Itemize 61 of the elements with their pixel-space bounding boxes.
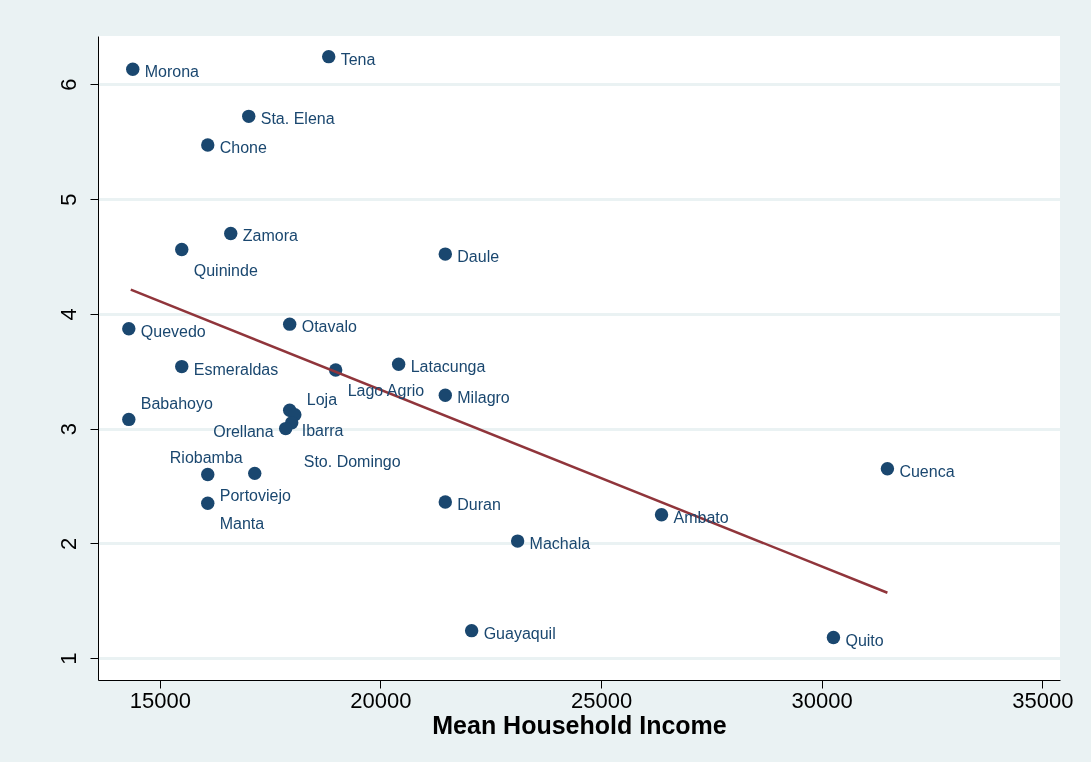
- annotation: Machala: [529, 535, 591, 553]
- point: [464, 623, 479, 638]
- annotation: Ibarra: [301, 422, 344, 440]
- point: [122, 412, 136, 427]
- x-tick-label: 20000: [350, 687, 412, 713]
- annotation: Orellana: [213, 422, 274, 440]
- annotation: Daule: [457, 248, 500, 266]
- point: [322, 49, 336, 64]
- annotation: Babahoyo: [140, 395, 213, 413]
- annotation: Quevedo: [140, 322, 206, 340]
- point: [242, 109, 256, 124]
- x-tick-label: 35000: [1012, 687, 1074, 713]
- y-tick-label: 1: [55, 652, 81, 665]
- annotation: Sta. Elena: [260, 110, 335, 128]
- point: [438, 247, 452, 261]
- x-tick-label: 30000: [791, 687, 853, 713]
- point: [391, 357, 406, 372]
- annotation: Chone: [219, 139, 267, 157]
- point: [438, 388, 452, 402]
- annotation: Duran: [457, 496, 501, 514]
- point: [122, 322, 136, 336]
- annotation: Morona: [144, 63, 200, 81]
- annotation: Manta: [219, 515, 265, 533]
- point: [201, 496, 215, 510]
- x-axis-title: Mean Household Income: [432, 710, 727, 739]
- point: [224, 226, 238, 241]
- y-tick-label: 3: [55, 422, 81, 436]
- x-tick-label: 15000: [129, 687, 191, 713]
- annotation: Quito: [845, 631, 884, 649]
- annotation: Otavalo: [301, 318, 357, 336]
- point: [175, 242, 189, 257]
- point: [826, 630, 841, 645]
- annotation: Esmeraldas: [193, 360, 279, 378]
- annotation: Milagro: [457, 389, 510, 407]
- annotation: Riobamba: [169, 449, 243, 467]
- point: [201, 467, 215, 482]
- point: [438, 495, 452, 509]
- y-tick-label: 4: [55, 308, 81, 321]
- y-tick-label: 2: [55, 537, 81, 551]
- annotation: Cuenca: [899, 462, 955, 480]
- x-tick-label: 25000: [570, 687, 633, 713]
- point: [278, 421, 293, 436]
- annotation: Tena: [340, 50, 376, 68]
- annotation: Quininde: [193, 261, 258, 279]
- y-tick-label: 6: [55, 78, 81, 91]
- annotation: Lago Agrio: [347, 382, 425, 400]
- annotation: Portoviejo: [219, 486, 291, 504]
- annotation: Zamora: [242, 227, 298, 245]
- annotation: Guayaquil: [483, 624, 556, 642]
- annotation: Loja: [306, 390, 338, 408]
- point: [654, 508, 669, 522]
- point: [201, 138, 215, 152]
- point: [510, 534, 525, 548]
- point: [248, 466, 262, 481]
- point: [282, 317, 297, 331]
- point: [880, 462, 895, 476]
- y-tick-label: 5: [55, 193, 81, 206]
- annotation: Sto. Domingo: [303, 452, 401, 470]
- point: [126, 62, 140, 76]
- point: [175, 359, 189, 374]
- annotation: Latacunga: [410, 358, 486, 376]
